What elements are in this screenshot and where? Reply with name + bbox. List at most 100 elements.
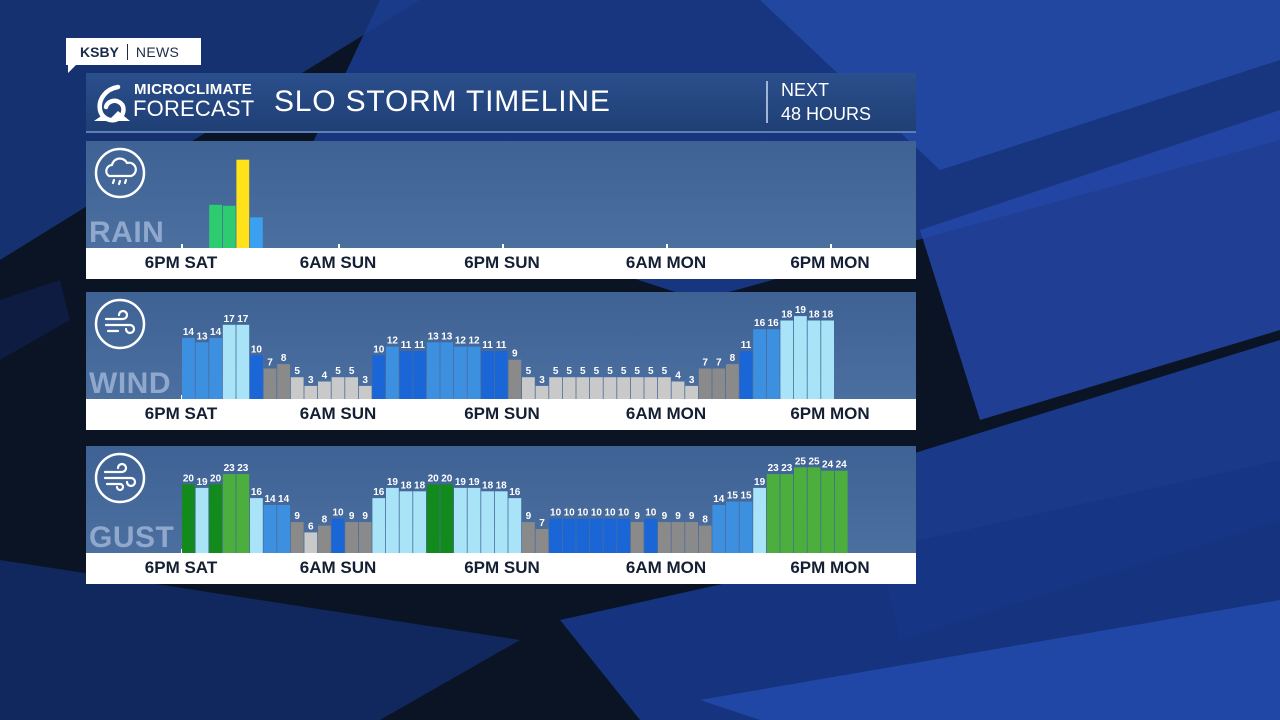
- gust-value-label: 9: [689, 511, 695, 522]
- rain-tick-mark: [181, 244, 183, 248]
- wind-value-label: 7: [716, 358, 722, 369]
- gust-bar: [753, 487, 766, 553]
- gust-wind-icon: [94, 452, 146, 504]
- gust-value-label: 10: [577, 508, 589, 519]
- wind-bar: [508, 359, 522, 399]
- logo-microclimate: MICROCLIMATE: [134, 81, 252, 98]
- wind-bar: [603, 377, 617, 399]
- gust-bar: [494, 491, 508, 553]
- wind-bar: [590, 377, 603, 399]
- gust-bar: [454, 487, 467, 553]
- wind-bar: [413, 351, 426, 399]
- wind-value-label: 5: [621, 366, 627, 377]
- wind-tick-label: 6AM SUN: [299, 404, 377, 423]
- gust-bar: [331, 518, 345, 553]
- gust-value-label: 20: [441, 473, 453, 484]
- gust-bar: [508, 498, 522, 553]
- gust-bar: [318, 525, 331, 553]
- gust-value-label: 10: [604, 508, 616, 519]
- rain-bar: [250, 217, 263, 248]
- wind-value-label: 3: [362, 375, 368, 386]
- gust-value-label: 18: [414, 480, 426, 491]
- gust-value-label: 23: [224, 463, 236, 474]
- gust-bar: [345, 522, 358, 553]
- wind-value-label: 17: [237, 314, 249, 325]
- wind-value-label: 5: [335, 366, 341, 377]
- rain-tick-mark: [830, 244, 832, 248]
- gust-bar: [467, 487, 481, 553]
- wind-value-label: 3: [539, 375, 545, 386]
- gust-bar: [685, 522, 698, 553]
- rain-panel: RAIN 6PM SAT 6AM SUN 6PM SUN 6AM MON 6PM…: [86, 141, 916, 281]
- rain-tick-label: 6AM SUN: [299, 253, 377, 272]
- wind-bar: [794, 316, 807, 399]
- wind-bar: [617, 377, 630, 399]
- gust-bar: [576, 518, 590, 553]
- gust-bar: [726, 501, 739, 553]
- gust-value-label: 20: [183, 473, 195, 484]
- gust-bar: [562, 518, 576, 553]
- gust-value-label: 15: [727, 491, 739, 502]
- rain-bar: [236, 159, 250, 248]
- wind-bar: [481, 351, 494, 399]
- gust-bar: [182, 484, 195, 553]
- wind-bar: [522, 377, 535, 399]
- wind-value-label: 7: [702, 358, 708, 369]
- gust-value-label: 10: [618, 508, 630, 519]
- gust-value-label: 9: [634, 511, 640, 522]
- rain-tick-label: 6PM SAT: [144, 253, 218, 272]
- wind-value-label: 9: [512, 349, 518, 360]
- wind-bar: [182, 337, 195, 399]
- wind-value-label: 4: [675, 371, 681, 382]
- wind-bar: [454, 346, 467, 399]
- gust-value-label: 9: [675, 511, 681, 522]
- gust-value-label: 6: [308, 521, 314, 532]
- wind-value-label: 16: [754, 318, 766, 329]
- wind-value-label: 12: [455, 336, 467, 347]
- gust-value-label: 23: [781, 463, 793, 474]
- wind-value-label: 18: [822, 310, 834, 321]
- wind-bar: [739, 351, 753, 399]
- wind-bar: [345, 377, 358, 399]
- wind-bar: [712, 368, 726, 399]
- wind-bar: [399, 351, 413, 399]
- gust-bar: [766, 474, 780, 553]
- gust-value-label: 19: [196, 477, 208, 488]
- gust-bar: [277, 505, 290, 553]
- wind-value-label: 5: [648, 366, 654, 377]
- wind-bar: [562, 377, 576, 399]
- gust-value-label: 16: [251, 487, 263, 498]
- brand-divider: [126, 43, 128, 60]
- gust-value-label: 9: [294, 511, 300, 522]
- gust-value-label: 24: [836, 460, 848, 471]
- gust-value-label: 18: [400, 480, 412, 491]
- wind-value-label: 7: [267, 358, 273, 369]
- wind-value-label: 14: [210, 327, 222, 338]
- wind-time-axis: 6PM SAT 6AM SUN 6PM SUN 6AM MON 6PM MON: [86, 399, 916, 430]
- gust-value-label: 10: [332, 508, 344, 519]
- wind-value-label: 18: [808, 310, 820, 321]
- gust-bar: [209, 484, 222, 553]
- wind-value-label: 12: [387, 336, 399, 347]
- gust-bar: [372, 498, 386, 553]
- wind-bar: [209, 337, 222, 399]
- gust-value-label: 10: [564, 508, 576, 519]
- header-divider: [766, 81, 768, 123]
- wind-value-label: 11: [414, 340, 425, 351]
- wind-bar: [630, 377, 644, 399]
- wind-icon: [94, 298, 146, 350]
- wind-value-label: 11: [496, 340, 507, 351]
- gust-value-label: 24: [822, 460, 834, 471]
- wind-bar: [766, 329, 780, 399]
- wind-value-label: 13: [196, 331, 208, 342]
- wind-bar: [426, 342, 440, 399]
- wind-value-label: 10: [373, 344, 385, 355]
- wind-bar: [263, 368, 277, 399]
- wind-bar: [549, 377, 562, 399]
- gust-bar: [794, 467, 807, 553]
- gust-bar: [481, 491, 494, 553]
- wind-value-label: 19: [795, 305, 807, 316]
- wind-tick-label: 6PM MON: [790, 404, 870, 423]
- gust-bar: [658, 522, 671, 553]
- wind-bar: [236, 324, 250, 399]
